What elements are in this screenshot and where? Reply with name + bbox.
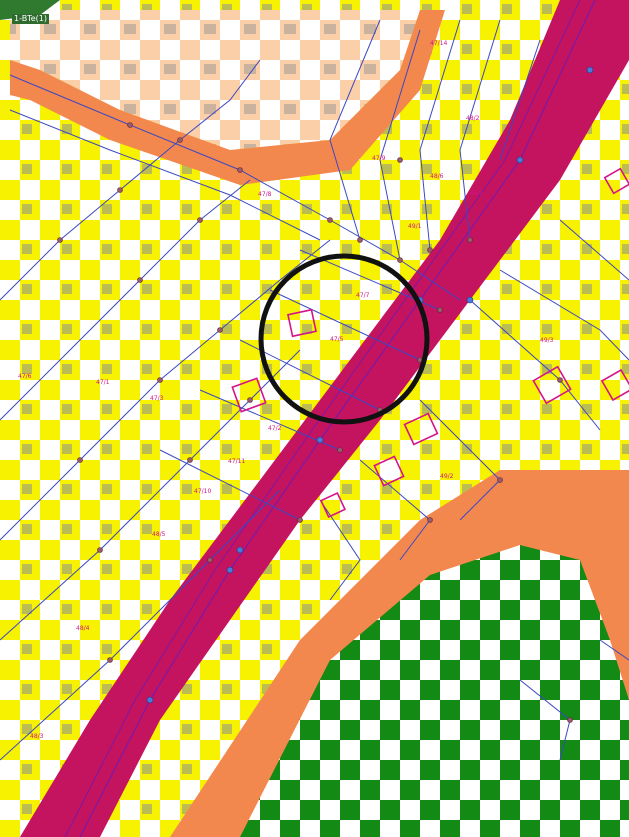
parcel-label: 47/2 — [268, 425, 282, 432]
parcel-label: 48/2 — [466, 115, 480, 122]
parcel-label: 47/10 — [194, 488, 211, 495]
parcel-label: 48/3 — [30, 733, 44, 740]
parcel-label: 49/1 — [408, 223, 422, 230]
parcel-label: 47/3 — [150, 395, 164, 402]
building-outlines — [231, 167, 629, 519]
park-zone — [240, 545, 629, 837]
parcel-label: 49/3 — [540, 337, 554, 344]
parcel-label: 47/7 — [356, 292, 370, 299]
top-buffer-zone — [10, 10, 445, 185]
parcel-label: 47/11 — [228, 458, 245, 465]
parcel-label-group: 47/14 47/9 47/7 47/5 47/8 47/6 47/1 47/3… — [18, 40, 554, 740]
top-mixed-zone — [10, 10, 420, 150]
road-vertices — [146, 66, 594, 704]
parcel-label: 47/14 — [430, 40, 447, 47]
parcel-label: 47/1 — [96, 379, 110, 386]
parcel-label: 48/6 — [430, 173, 444, 180]
map-sheet-label: 1-BTe(1) — [12, 14, 49, 24]
parcel-label: 47/9 — [372, 155, 386, 162]
road-edge-line — [64, 0, 581, 837]
parcel-label: 47/6 — [18, 373, 32, 380]
parcel-label: 47/5 — [330, 336, 344, 343]
parcel-label: 48/5 — [152, 531, 166, 538]
parcel-label: 48/1 — [470, 190, 484, 197]
highlight-circle[interactable] — [258, 253, 430, 425]
parcel-label: 49/2 — [440, 473, 454, 480]
parcel-label: 48/4 — [76, 625, 90, 632]
parcel-label: 47/8 — [258, 191, 272, 198]
